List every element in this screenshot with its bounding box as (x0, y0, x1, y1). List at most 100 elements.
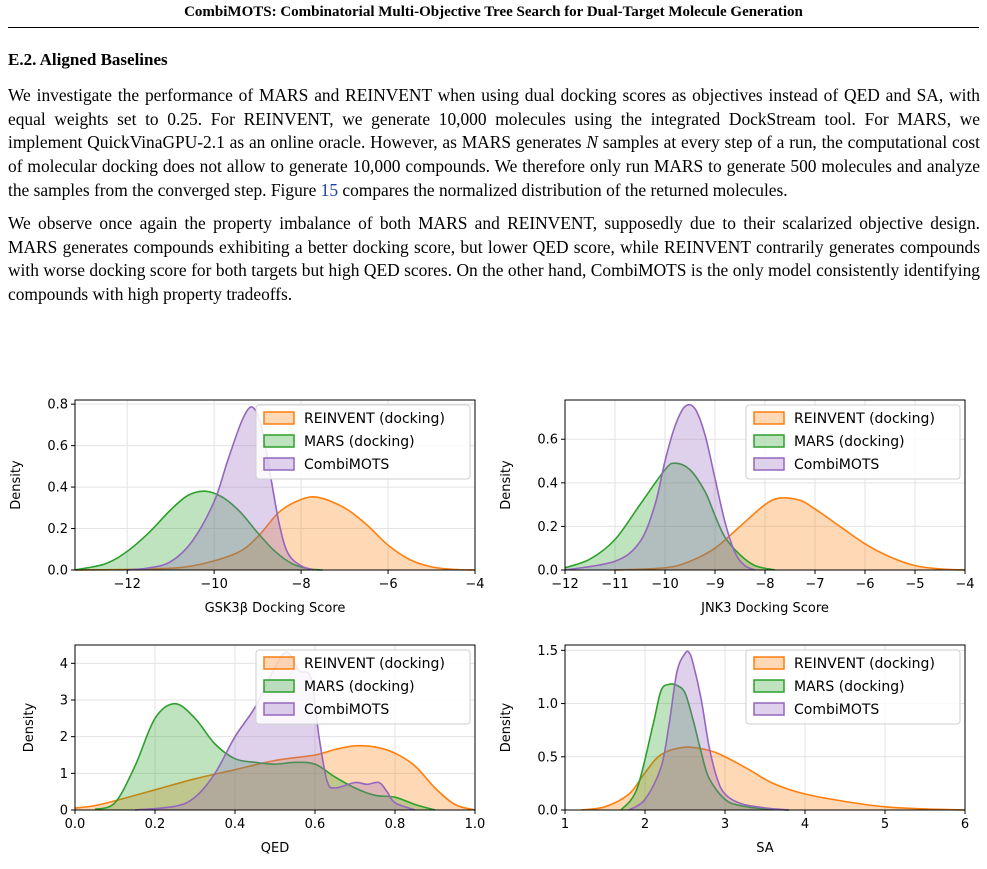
legend-swatch (263, 702, 295, 716)
x-tick-label: 6 (961, 817, 969, 832)
paragraph-text: compares the normalized distribution of … (338, 179, 788, 200)
density-area-1 (615, 497, 965, 570)
x-tick-label: −10 (651, 577, 678, 592)
y-axis-label: Density (22, 702, 37, 752)
legend: REINVENT (docking) MARS (docking) CombiMOT… (745, 649, 961, 725)
density-line-2 (74, 490, 323, 571)
x-tick-label: −12 (113, 577, 140, 592)
legend-label: CombiMOTS (304, 457, 389, 473)
x-tick-label: 3 (721, 817, 729, 832)
legend-box (255, 404, 471, 480)
legend-swatch (263, 434, 295, 448)
section-title: E.2. Aligned Baselines (8, 50, 168, 69)
y-tick-label: 0.4 (47, 481, 68, 496)
density-area-3 (135, 652, 415, 810)
x-tick-label: −8 (292, 577, 311, 592)
y-tick-label: 0.0 (537, 804, 558, 819)
y-axis-label: Density (9, 460, 24, 510)
x-tick-label: −8 (755, 577, 774, 592)
legend-label: MARS (docking) (794, 434, 905, 450)
y-tick-label: 0.6 (47, 439, 68, 454)
legend-swatch (753, 434, 785, 448)
legend-swatch (263, 656, 295, 670)
x-tick-label: −12 (551, 577, 578, 592)
legend-label: REINVENT (docking) (794, 411, 935, 427)
y-tick-label: 0.4 (537, 476, 558, 491)
density-area-3 (127, 406, 315, 570)
x-tick-label: −6 (378, 577, 397, 592)
legend: REINVENT (docking) MARS (docking) CombiMOT… (745, 404, 961, 480)
legend-label: CombiMOTS (794, 457, 879, 473)
paragraph-text: samples at every step of a run, the comp… (8, 132, 981, 200)
x-tick-label: 2 (641, 817, 649, 832)
x-tick-label: 4 (801, 817, 809, 832)
y-tick-label: 0.0 (537, 564, 558, 579)
x-tick-label: 5 (881, 817, 889, 832)
axes-frame (74, 644, 476, 811)
x-tick-label: 0.4 (225, 817, 246, 832)
legend-swatch (753, 457, 785, 471)
x-tick-label: −5 (905, 577, 924, 592)
y-tick-label: 0.2 (47, 522, 68, 537)
paragraph-observations: We observe once again the property imbal… (8, 213, 980, 305)
legend-box (745, 404, 961, 480)
x-tick-label: 0.6 (305, 817, 326, 832)
density-area-1 (581, 747, 965, 810)
header-rule (8, 27, 979, 28)
paragraph-aligned-baselines: We investigate the performance of MARS a… (8, 84, 980, 203)
x-tick-label: 0.8 (385, 817, 406, 832)
density-line-3 (127, 406, 315, 571)
x-tick-label: −4 (955, 577, 974, 592)
density-chart-2: −12 −11 −10 −9 −8 −7 −6 −5 −4 0.0 0.2 0.4 0.6 JNK3 Do… (499, 399, 975, 616)
density-line-2 (94, 702, 436, 811)
x-tick-label: −9 (705, 577, 724, 592)
paragraph-text: We investigate the performance of MARS a… (8, 85, 980, 153)
x-axis-label: SA (756, 841, 773, 856)
legend-label: MARS (docking) (304, 679, 415, 695)
density-area-3 (629, 651, 789, 810)
x-tick-label: −7 (805, 577, 824, 592)
legend-label: MARS (docking) (304, 434, 415, 450)
legend-label: CombiMOTS (794, 702, 879, 718)
x-tick-label: 1 (561, 817, 569, 832)
legend: REINVENT (docking) MARS (docking) CombiMOT… (255, 404, 471, 480)
density-area-2 (621, 683, 789, 810)
y-tick-label: 1 (60, 767, 68, 782)
density-line-1 (580, 746, 966, 811)
density-area-1 (75, 496, 475, 570)
x-tick-label: −6 (855, 577, 874, 592)
density-line-3 (564, 403, 756, 571)
y-tick-label: 0.2 (537, 520, 558, 535)
legend-swatch (753, 411, 785, 425)
density-line-2 (564, 462, 776, 571)
y-tick-label: 1.5 (537, 644, 558, 659)
x-axis-label: QED (261, 841, 289, 856)
legend-swatch (753, 679, 785, 693)
density-line-2 (620, 683, 790, 811)
legend-label: REINVENT (docking) (794, 656, 935, 672)
y-tick-label: 2 (60, 730, 68, 745)
x-tick-label: 0.2 (145, 817, 166, 832)
x-axis-label: JNK3 Docking Score (700, 601, 829, 616)
y-axis-label: Density (499, 702, 514, 752)
density-plots-figure: −12 −10 −8 −6 −4 0.0 0.2 0.4 0.6 0.8 GSK3β Docking… (9, 398, 975, 856)
y-tick-label: 0 (60, 804, 68, 819)
density-area-2 (95, 703, 435, 810)
y-tick-label: 0.5 (537, 750, 558, 765)
density-line-1 (614, 497, 966, 571)
legend-swatch (263, 679, 295, 693)
density-chart-1: −12 −10 −8 −6 −4 0.0 0.2 0.4 0.6 0.8 GSK3β Docking… (9, 398, 485, 616)
x-axis-label: GSK3β Docking Score (205, 601, 346, 616)
y-tick-label: 3 (60, 694, 68, 709)
legend: REINVENT (docking) MARS (docking) CombiMOT… (255, 649, 471, 725)
legend-label: REINVENT (docking) (304, 656, 445, 672)
running-title: CombiMOTS: Combinatorial Multi-Objective… (184, 4, 803, 20)
y-tick-label: 0.6 (537, 433, 558, 448)
y-tick-label: 0.8 (47, 398, 68, 413)
figure-reference-link[interactable]: 15 (320, 179, 339, 200)
legend-swatch (263, 411, 295, 425)
legend-swatch (263, 457, 295, 471)
density-chart-4: 1 2 3 4 5 6 0.0 0.5 1.0 1.5 SA Density REINVENT (doc… (499, 644, 969, 856)
y-tick-label: 1.0 (537, 697, 558, 712)
legend-label: MARS (docking) (794, 679, 905, 695)
